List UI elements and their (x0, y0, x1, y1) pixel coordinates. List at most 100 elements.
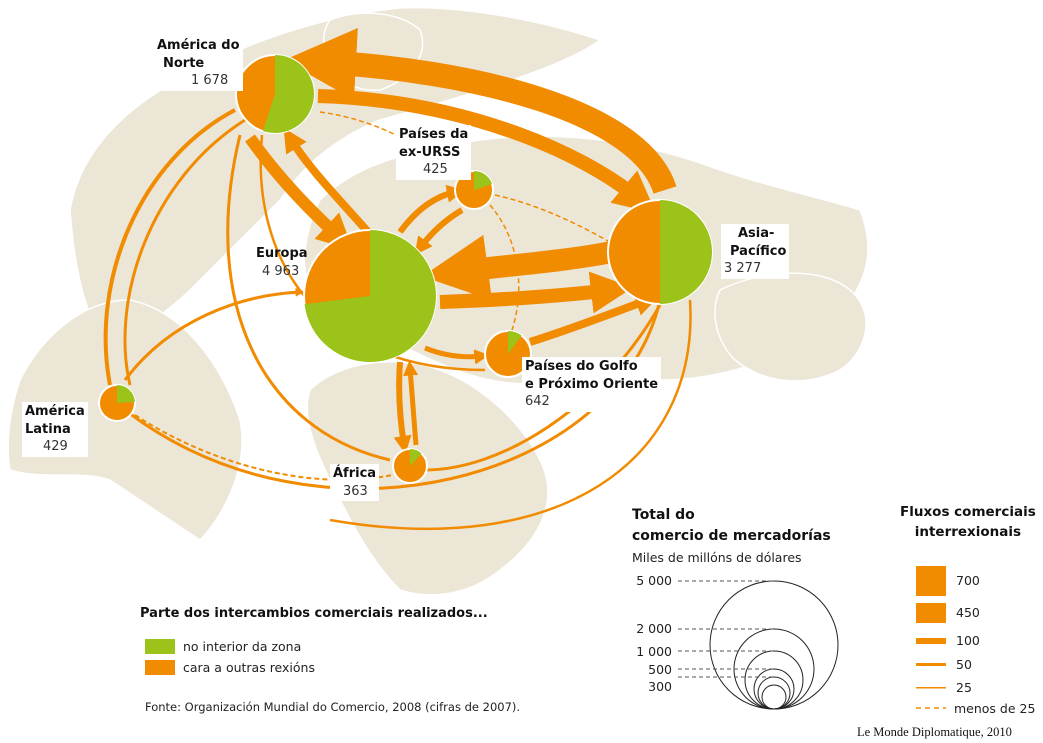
flow-label-450: 450 (956, 605, 980, 620)
label-latin-america: América Latina 429 (22, 402, 88, 457)
flow-label-700: 700 (956, 573, 980, 588)
value-ex-urss: 425 (423, 162, 448, 178)
legend-flows-title-line1: Fluxos comerciais (900, 504, 1036, 520)
scale-circle-1000 (744, 650, 804, 710)
legend-flows-title-line2: interrexionais (914, 524, 1022, 541)
value-asia-pacific: 3 277 (724, 261, 762, 277)
pie-north-america (235, 54, 315, 134)
label-africa: África 363 (330, 464, 380, 502)
legend-total-title-line2: comercio de mercadorías (632, 528, 831, 544)
flow-asia-to-europe (422, 234, 615, 301)
oceania-landmass (714, 272, 867, 382)
label-asia-pacific-line1: Asia- (738, 226, 775, 241)
scale-circle-small (761, 684, 787, 710)
value-latin-america: 429 (43, 439, 68, 455)
scale-circle-5000 (709, 580, 839, 710)
pie-asia-pacific (607, 199, 713, 305)
legend-outside-zone-label: cara a outras rexións (183, 660, 315, 675)
scale-label-2000: 2 000 (636, 621, 672, 636)
legend-total-title: Total do comercio de mercadorías (632, 505, 831, 547)
scale-label-1000: 1 000 (636, 644, 672, 659)
thin-flows (103, 108, 692, 530)
legend-total-title-line1: Total do (632, 507, 695, 523)
label-europe: Europa 4 963 (256, 245, 308, 280)
flow-ex-urss-to-europe (414, 207, 464, 256)
flow-north-america-africa (226, 134, 391, 462)
flow-europe-to-ex-urss (397, 184, 465, 234)
flow-ex-urss-asia (494, 194, 616, 246)
scale-label-500: 500 (648, 662, 672, 677)
flow-ex-urss-gulf (489, 204, 520, 331)
label-gulf: Países do Golfo e Próximo Oriente 642 (522, 357, 662, 412)
legend-shares-title: Parte dos intercambios comerciais realiz… (140, 606, 488, 621)
label-gulf-line2: e Próximo Oriente (525, 376, 659, 392)
label-europe-name: Europa (256, 246, 308, 261)
flow-asia-to-north-america (284, 27, 677, 195)
label-asia-pacific-line2: Pacífico (730, 243, 787, 259)
swatch-inside-zone (145, 639, 175, 654)
trade-flows (245, 27, 677, 454)
value-africa: 363 (343, 483, 368, 499)
label-north-america-line2: Norte (163, 55, 205, 71)
flow-africa-to-europe (403, 360, 419, 446)
value-gulf: 642 (525, 394, 550, 410)
flow-legend-graphic (916, 566, 946, 709)
pie-latin-america (98, 384, 136, 422)
pie-europe (303, 229, 437, 363)
pie-slice-inside (660, 200, 712, 304)
flow-asia-north-america-long (329, 299, 692, 530)
label-latin-america-line2: Latina (25, 421, 71, 437)
scale-legend-graphic (678, 580, 839, 710)
flow-swatch-50 (916, 663, 946, 666)
pie-ex-urss (454, 170, 494, 210)
value-europe: 4 963 (262, 263, 300, 279)
label-ex-urss-line1: Países da (399, 127, 469, 142)
label-africa-name: África (333, 466, 377, 481)
credit-line: Le Monde Diplomatique, 2010 (857, 725, 1012, 739)
flow-swatch-25 (916, 687, 946, 689)
flow-swatch-100 (916, 638, 946, 644)
flow-latin-america-north-america (123, 118, 246, 386)
pie-gulf (484, 330, 532, 378)
flow-label-25: 25 (956, 680, 972, 695)
flow-label-100: 100 (956, 633, 980, 648)
pie-slice-inside (474, 171, 493, 190)
label-north-america-line1: América do (157, 38, 240, 53)
swatch-outside-zone (145, 660, 175, 675)
legend-total-unit: Miles de millóns de dólares (632, 550, 802, 565)
flow-latin-america-europe (123, 287, 305, 381)
pie-africa (392, 448, 428, 484)
pie-slice-inside (410, 449, 422, 466)
flow-swatch-700 (916, 566, 946, 596)
flow-europe-to-asia (439, 271, 633, 314)
flow-north-america-ex-urss (319, 111, 459, 179)
label-north-america: América do Norte 1 678 (154, 36, 243, 91)
flow-europe-to-africa (393, 361, 412, 454)
pie-slice-inside (262, 55, 314, 133)
source-note: Fonte: Organización Mundial do Comercio,… (145, 700, 521, 714)
pie-slice-inside (304, 230, 437, 362)
flow-europe-to-gulf (424, 345, 490, 365)
scale-circle-500 (753, 668, 795, 710)
legend-inside-zone-label: no interior da zona (183, 639, 302, 654)
legend-flows-title: Fluxos comerciais interrexionais (900, 502, 1036, 543)
flow-label-50: 50 (956, 657, 972, 672)
label-ex-urss: Países da ex-URSS 425 (396, 125, 472, 180)
scale-label-5000: 5 000 (636, 573, 672, 588)
flow-north-america-latin-america (103, 108, 236, 386)
flow-gulf-to-asia (528, 292, 660, 346)
flow-europe-to-north-america (283, 127, 372, 235)
flow-asia-africa (424, 304, 662, 472)
flow-swatch-450 (916, 603, 946, 623)
label-gulf-line1: Países do Golfo (525, 359, 638, 374)
value-north-america: 1 678 (191, 73, 229, 89)
scale-label-300: 300 (648, 679, 672, 694)
pie-slice-inside (508, 331, 522, 354)
region-pies (98, 54, 713, 484)
flow-label-less-25: menos de 25 (954, 701, 1036, 716)
label-latin-america-line1: América (25, 404, 85, 419)
label-ex-urss-line2: ex-URSS (399, 144, 461, 160)
flow-north-america-to-asia (317, 89, 657, 214)
